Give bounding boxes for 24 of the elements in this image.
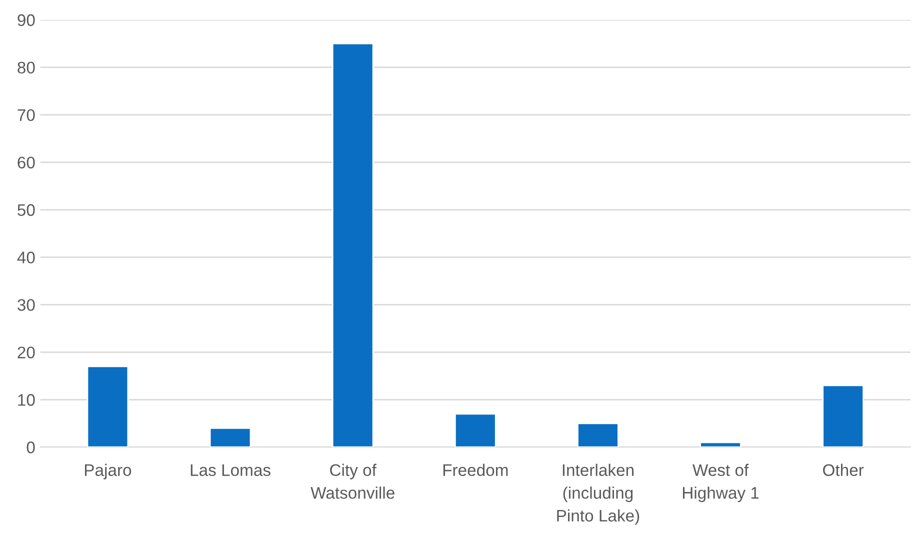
y-tick-label: 0 xyxy=(26,442,35,454)
y-tick-label: 30 xyxy=(18,299,35,311)
y-tick-label: 40 xyxy=(17,252,35,264)
bar xyxy=(577,422,619,448)
x-tick-label: West of Highway 1 xyxy=(682,464,759,502)
x-tick-label: Las Lomas xyxy=(190,464,270,476)
bar xyxy=(822,384,864,448)
y-tick-label: 60 xyxy=(18,156,35,168)
bar xyxy=(700,442,742,448)
y-tick-label: 10 xyxy=(18,394,35,406)
x-tick-label: Other xyxy=(823,464,864,476)
y-tick-label: 90 xyxy=(18,14,35,26)
bar xyxy=(86,366,129,448)
bar xyxy=(454,413,496,448)
y-tick-label: 50 xyxy=(18,204,35,216)
y-tick-label: 20 xyxy=(18,346,35,358)
x-tick-label: Interlaken (including Pinto Lake) xyxy=(557,464,640,525)
bar xyxy=(332,42,374,448)
y-tick-label: 80 xyxy=(18,62,35,74)
x-tick-label: Pajaro xyxy=(84,464,132,480)
x-tick-label: Freedom xyxy=(443,464,508,476)
bar xyxy=(209,427,252,448)
x-tick-label: City of Watsonville xyxy=(310,464,394,499)
y-tick-label: 70 xyxy=(18,109,35,122)
